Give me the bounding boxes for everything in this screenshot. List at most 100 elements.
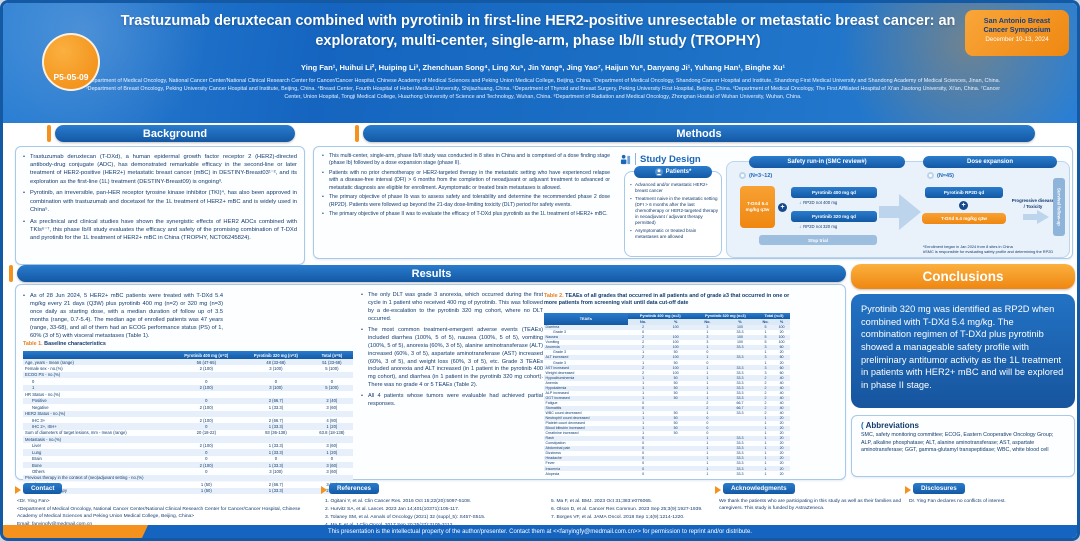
table-row: Constipation 0 1 33.3 1 20 bbox=[544, 441, 790, 446]
table-cell-value: 1 bbox=[706, 345, 709, 350]
table-cell-label: IHC 2+, ISH+ bbox=[32, 423, 57, 429]
conference-badge: San Antonio Breast Cancer Symposium Dece… bbox=[965, 10, 1069, 56]
table-cell-value: 1 bbox=[642, 410, 645, 415]
table-cell-value: 5 (100) bbox=[325, 366, 339, 372]
table1-title: Table 1. Baseline characteristics bbox=[23, 341, 106, 348]
background-panel: Trastuzumab deruxtecan (T-DXd), a human … bbox=[15, 146, 305, 265]
safety-runin-n: (N=3~12) bbox=[739, 172, 772, 179]
table-cell-value: 50 bbox=[673, 350, 678, 355]
table-cell-value: 1 bbox=[706, 441, 709, 446]
methods-bullet: Patients with no prior chemotherapy or H… bbox=[322, 170, 610, 192]
table-cell-value: 3 (100) bbox=[269, 469, 283, 475]
table-cell-value: 20 bbox=[779, 416, 784, 421]
pyrotinib-rp2d-text: Pyrotinib RP2D qd bbox=[943, 190, 985, 195]
table-cell-value: 100 bbox=[778, 325, 785, 330]
survival-followup-text: Survival follow-up bbox=[1056, 188, 1062, 226]
table-cell-label: Positive bbox=[32, 398, 47, 404]
paren-accent: ( bbox=[861, 421, 864, 430]
table-cell-value: 50 bbox=[673, 385, 678, 390]
table-cell-value: 1 bbox=[706, 395, 709, 400]
table-cell-label: Weight decreased bbox=[545, 370, 575, 375]
table-cell-value: 50 bbox=[673, 426, 678, 431]
safety-runin-n-text: (N=3~12) bbox=[749, 172, 773, 179]
background-accent bbox=[47, 125, 51, 142]
table-cell-value: 3 (100) bbox=[269, 366, 283, 372]
table2-title: Table 2. TEAEs of all grades that occurr… bbox=[544, 293, 794, 307]
table-row: Fever 0 1 33.3 1 20 bbox=[544, 461, 790, 466]
acknowledgments-text: We thank the patients who are participat… bbox=[719, 499, 902, 512]
background-bullet: Pyrotinib, an irreversible, pan-HER rece… bbox=[23, 189, 297, 214]
dose-expansion-n-text: (N=45) bbox=[937, 172, 954, 179]
table-cell-value: 2 bbox=[764, 405, 767, 410]
table-row: HR Status - no.(%) bbox=[23, 391, 353, 397]
table-row: 0 0 0 0 bbox=[23, 378, 353, 384]
table-cell-label: IHC 3+ bbox=[32, 417, 46, 423]
table-cell-value: 1 bbox=[706, 461, 709, 466]
table-cell-value: 2 bbox=[642, 370, 645, 375]
table-cell-label: Brain bbox=[32, 456, 42, 462]
table-cell-value: 5 bbox=[764, 340, 767, 345]
table-subheader-cell: % bbox=[658, 319, 693, 325]
table-cell-value: 0 bbox=[642, 466, 645, 471]
conclusions-text: Pyrotinib 320 mg was identified as RP2D … bbox=[861, 304, 1064, 390]
plus-icon: + bbox=[959, 201, 968, 210]
table-cell-value: 1 bbox=[642, 421, 645, 426]
table-row: Female sex - no.(%) 2 (100) 3 (100) 5 (100) bbox=[23, 365, 353, 371]
table-cell-value: 2 bbox=[764, 380, 767, 385]
table-row: Brain 0 0 0 bbox=[23, 456, 353, 462]
table-cell-value: 1 bbox=[764, 416, 767, 421]
table-cell-value: 2 bbox=[764, 385, 767, 390]
table-cell-value: 20 bbox=[779, 446, 784, 451]
table-cell-value: 100 bbox=[736, 335, 743, 340]
table-cell-value: 20 bbox=[779, 451, 784, 456]
table-cell-value: 0 bbox=[205, 423, 208, 429]
table-row: Anemia 1 50 1 33.3 2 40 bbox=[544, 381, 790, 386]
table-row: Diarrhea 2 100 3 100 5 100 bbox=[544, 325, 790, 331]
table-cell-label: Platelet count decreased bbox=[545, 421, 586, 426]
table-cell-value: 1 bbox=[706, 370, 709, 375]
data-table: Pyrotinib 400 mg (n=2) Pyrotinib 320 mg (… bbox=[23, 351, 353, 495]
table-cell-value: 0 bbox=[330, 456, 334, 462]
table-cell-value: 1 bbox=[706, 436, 709, 441]
table-cell-value: 2 (100) bbox=[199, 443, 213, 449]
table-cell-label: 1 bbox=[32, 385, 35, 391]
table-cell-label: Neutrophil count decreased bbox=[545, 416, 590, 421]
methods-bullet: The primary objective of phase II was to… bbox=[322, 211, 610, 219]
table-row: Dizziness 0 1 33.3 1 20 bbox=[544, 451, 790, 456]
table-cell-value: 3 (60) bbox=[326, 404, 338, 410]
table-cell-value: 40 bbox=[779, 400, 784, 405]
results-mid-bullets: The only DLT was grade 3 anorexia, which… bbox=[361, 292, 543, 412]
table-cell-label: Liver bbox=[32, 443, 42, 449]
conference-name: San Antonio Breast Cancer Symposium bbox=[983, 16, 1051, 34]
table-subheader-cell: No. bbox=[757, 319, 774, 325]
table-cell-label: Abdominal pain bbox=[545, 446, 571, 451]
table-cell-value: 50 bbox=[673, 375, 678, 380]
patients-header: Patients* bbox=[634, 166, 712, 178]
table-cell-value: 3 (100) bbox=[269, 385, 283, 391]
table-cell-value: 1 (20) bbox=[326, 423, 338, 429]
table-row: ALT increased 2 100 1 33.3 3 60 bbox=[544, 355, 790, 361]
table-cell-value: 1 bbox=[706, 355, 709, 360]
table-cell-label: AST increased bbox=[545, 365, 570, 370]
table-cell-value: 1 (50) bbox=[200, 488, 212, 494]
table-row: Hypokalemia 1 50 1 33.3 2 40 bbox=[544, 385, 790, 391]
table-cell-value: 0 bbox=[706, 431, 709, 436]
table-row: IHC 3+ 2 (100) 2 (66.7) 4 (80) bbox=[23, 417, 353, 423]
table-cell-value bbox=[659, 471, 693, 476]
table-cell-value: 1 bbox=[642, 416, 645, 421]
methods-bullet: This multi-center, single-arm, phase Ib/… bbox=[322, 153, 610, 168]
table-row: WBC count decreased 1 50 1 33.3 2 40 bbox=[544, 411, 790, 416]
table-cell-value: 3 bbox=[764, 345, 767, 350]
disclosures-header: Disclosures bbox=[913, 483, 965, 494]
table-cell-value: 0 bbox=[205, 378, 208, 384]
table-row: Positive 0 2 (66.7) 2 (40) bbox=[23, 397, 353, 405]
table-cell-value: 20 bbox=[779, 461, 784, 466]
table-cell-value: 0 bbox=[642, 400, 645, 405]
table-cell-value: 2 bbox=[764, 410, 767, 415]
table1: Pyrotinib 400 mg (n=2) Pyrotinib 320 mg (… bbox=[23, 351, 353, 495]
stage-arrow-icon bbox=[879, 194, 921, 230]
table-cell-value: 60 bbox=[779, 355, 784, 360]
table-cell-value: 40 bbox=[779, 405, 784, 410]
contact-line: Email: fanyingfy@medmail.com.cn bbox=[17, 521, 317, 528]
table-cell-value: 33.3 bbox=[736, 380, 744, 385]
